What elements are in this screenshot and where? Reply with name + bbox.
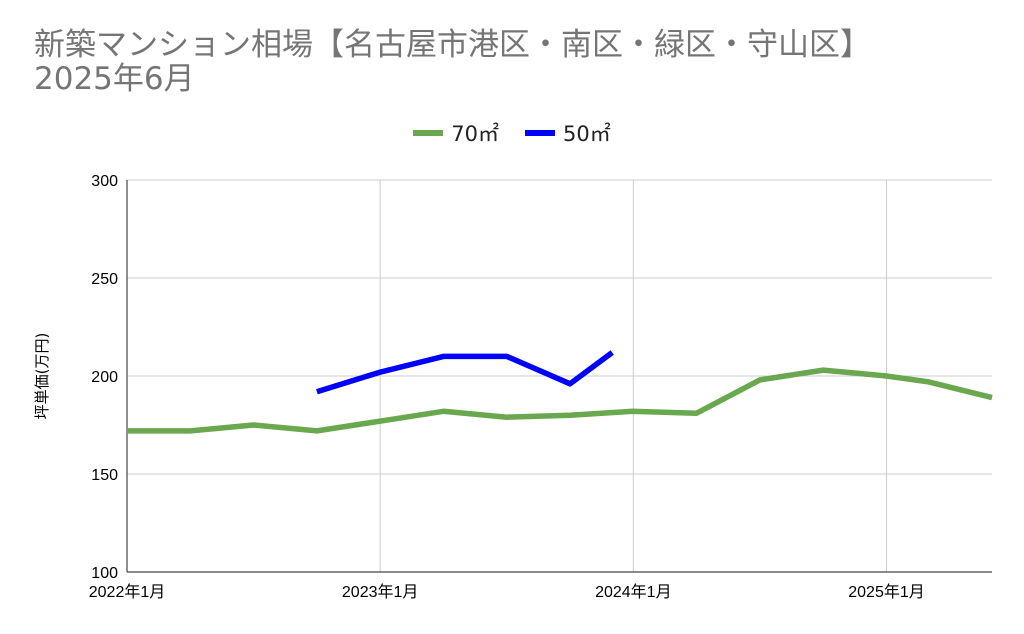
chart-subtitle: 2025年6月 bbox=[34, 61, 195, 97]
y-axis-label: 坪単価(万円) bbox=[33, 333, 51, 420]
series-line-1 bbox=[316, 350, 614, 395]
x-tick-label: 2024年1月 bbox=[595, 583, 672, 601]
legend-item-70: 70㎡ bbox=[413, 118, 499, 148]
legend-swatch-50 bbox=[525, 130, 555, 136]
y-tick-label: 200 bbox=[91, 369, 118, 386]
y-tick-label: 300 bbox=[91, 173, 118, 190]
legend: 70㎡ 50㎡ bbox=[0, 118, 1024, 148]
chart-title-line: 新築マンション相場【名古屋市港区・南区・緑区・守山区】 bbox=[34, 27, 871, 63]
x-tick-label: 2022年1月 bbox=[89, 583, 166, 601]
legend-swatch-70 bbox=[413, 130, 444, 136]
x-tick-label: 2025年1月 bbox=[848, 583, 925, 601]
chart-title: 新築マンション相場【名古屋市港区・南区・緑区・守山区】 2025年6月 bbox=[34, 28, 871, 96]
legend-label-70: 70㎡ bbox=[451, 122, 499, 146]
y-tick-label: 100 bbox=[91, 565, 118, 582]
legend-label-50: 50㎡ bbox=[563, 122, 611, 146]
y-tick-label: 250 bbox=[91, 271, 118, 288]
y-tick-label: 150 bbox=[91, 467, 118, 484]
legend-item-50: 50㎡ bbox=[525, 118, 611, 148]
x-tick-label: 2023年1月 bbox=[342, 583, 419, 601]
